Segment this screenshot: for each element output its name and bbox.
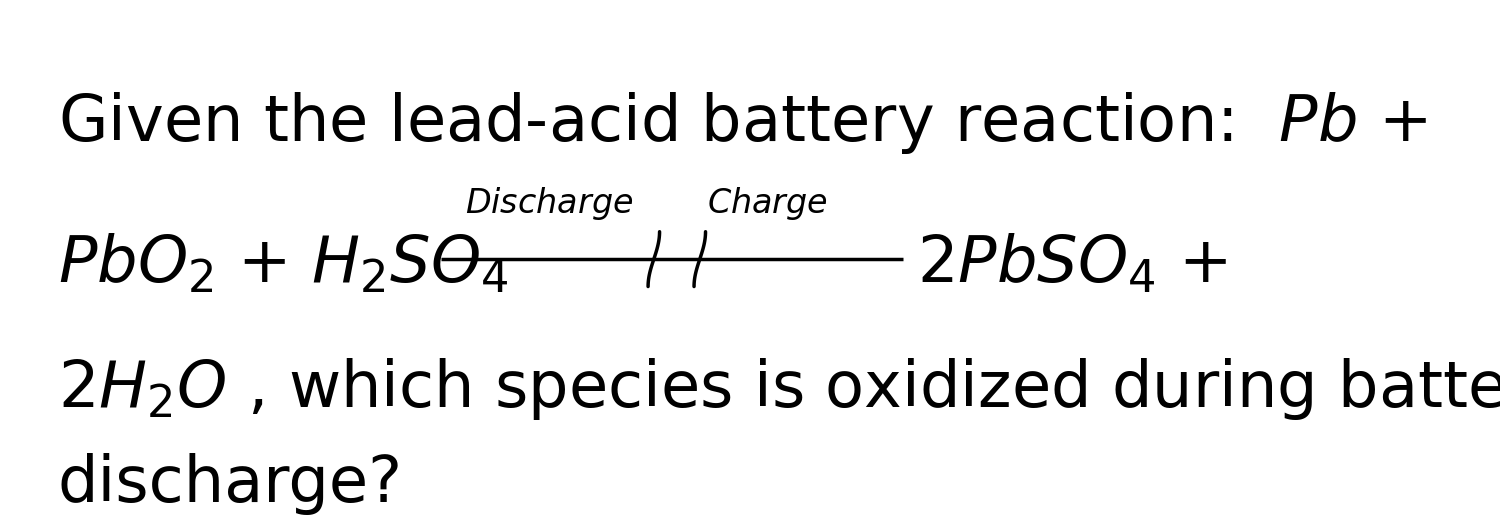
Text: discharge?: discharge? <box>57 453 404 516</box>
Text: $\mathit{2H_2O}$ , which species is oxidized during battery: $\mathit{2H_2O}$ , which species is oxid… <box>57 356 1500 422</box>
Text: $\mathit{2PbSO_4}$ +: $\mathit{2PbSO_4}$ + <box>918 232 1227 295</box>
Text: $\mathit{PbO_2}$ + $\mathit{H_2SO_4}$: $\mathit{PbO_2}$ + $\mathit{H_2SO_4}$ <box>57 232 509 295</box>
Text: $\mathit{Charge}$: $\mathit{Charge}$ <box>706 185 828 222</box>
Text: $\mathit{Discharge}$: $\mathit{Discharge}$ <box>465 185 633 222</box>
Text: Given the lead-acid battery reaction:  $\mathit{Pb}$ +: Given the lead-acid battery reaction: $\… <box>57 90 1426 156</box>
